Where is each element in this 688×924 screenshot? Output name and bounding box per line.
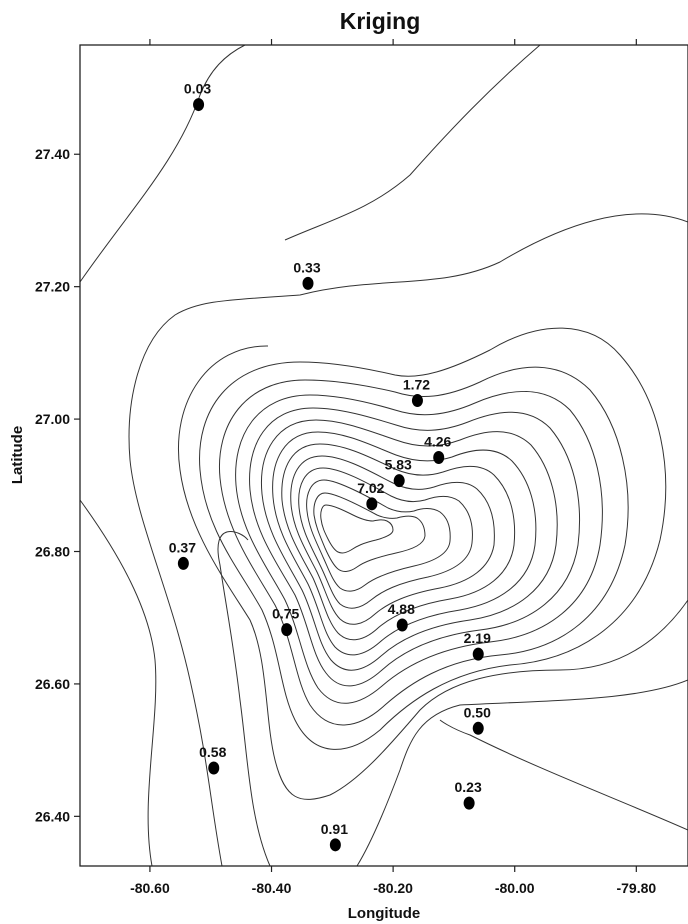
contour-line bbox=[178, 345, 688, 800]
contour-lines bbox=[79, 44, 688, 867]
y-axis-label: Latitude bbox=[9, 426, 26, 484]
contour-line bbox=[249, 407, 581, 687]
sample-point bbox=[208, 761, 220, 775]
sample-point bbox=[193, 98, 205, 112]
sample-point bbox=[472, 647, 484, 661]
sample-value-label: 1.72 bbox=[403, 377, 430, 393]
sample-point bbox=[281, 623, 293, 637]
y-tick-label: 27.00 bbox=[35, 411, 70, 427]
sample-point bbox=[393, 474, 405, 488]
sample-value-label: 0.50 bbox=[464, 704, 491, 720]
sample-point bbox=[463, 796, 475, 810]
x-axis: -80.60 -80.40 -80.20 -80.00 -79.80 bbox=[130, 39, 656, 896]
contour-line bbox=[128, 213, 688, 867]
sample-point bbox=[302, 276, 314, 290]
sample-point bbox=[472, 721, 484, 735]
contour-line bbox=[79, 44, 246, 283]
sample-value-label: 4.88 bbox=[388, 601, 415, 617]
contour-line bbox=[290, 455, 495, 625]
contour-line bbox=[439, 719, 688, 831]
contour-line bbox=[298, 467, 473, 609]
x-tick-label: -80.40 bbox=[252, 880, 292, 896]
sample-value-label: 0.03 bbox=[184, 81, 211, 97]
sample-value-label: 4.26 bbox=[424, 433, 451, 449]
x-axis-label: Longitude bbox=[348, 905, 420, 922]
sample-value-label: 7.02 bbox=[357, 480, 384, 496]
contour-line bbox=[260, 419, 558, 671]
x-tick-label: -80.20 bbox=[373, 880, 413, 896]
sample-point bbox=[411, 394, 423, 408]
contour-line bbox=[281, 443, 516, 641]
contour-line bbox=[356, 679, 688, 867]
contour-line bbox=[306, 479, 451, 592]
sample-point bbox=[329, 838, 341, 852]
y-tick-label: 26.40 bbox=[35, 808, 70, 824]
sample-value-label: 0.37 bbox=[169, 539, 196, 555]
sample-value-label: 0.91 bbox=[321, 821, 348, 837]
sample-value-label: 0.23 bbox=[454, 779, 481, 795]
contour-line bbox=[284, 44, 541, 241]
sample-value-label: 0.33 bbox=[293, 259, 320, 275]
contour-line bbox=[235, 390, 603, 704]
y-axis: 27.40 27.20 27.00 26.80 26.60 26.40 bbox=[35, 146, 80, 824]
sample-point bbox=[433, 450, 445, 464]
sample-value-label: 2.19 bbox=[464, 630, 491, 646]
y-tick-label: 26.80 bbox=[35, 544, 70, 560]
contour-line bbox=[199, 327, 667, 750]
contour-line bbox=[320, 504, 394, 554]
sample-value-label: 5.83 bbox=[385, 457, 412, 473]
sample-point bbox=[366, 497, 378, 511]
contour-line bbox=[218, 366, 629, 726]
x-tick-label: -80.60 bbox=[130, 880, 170, 896]
x-tick-label: -79.80 bbox=[616, 880, 656, 896]
sample-point bbox=[177, 556, 189, 570]
plot-frame bbox=[79, 44, 688, 867]
chart-title: Kriging bbox=[340, 8, 421, 34]
contour-line bbox=[79, 499, 157, 867]
sample-point bbox=[396, 618, 408, 632]
y-tick-label: 27.20 bbox=[35, 279, 70, 295]
sample-points: 0.03 0.33 1.72 4.26 5.837.02 0.37 0.75 4.88 2.19… bbox=[169, 81, 491, 852]
contour-line bbox=[313, 492, 426, 572]
x-tick-label: -80.00 bbox=[495, 880, 535, 896]
sample-value-label: 0.58 bbox=[199, 744, 226, 760]
y-tick-label: 27.40 bbox=[35, 146, 70, 162]
y-tick-label: 26.60 bbox=[35, 676, 70, 692]
sample-value-label: 0.75 bbox=[272, 606, 299, 622]
contour-line bbox=[217, 531, 271, 867]
